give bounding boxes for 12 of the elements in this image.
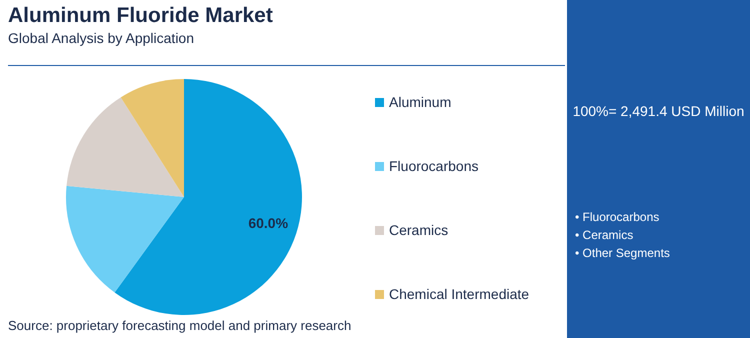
chart-subtitle: Global Analysis by Application (8, 30, 194, 46)
legend-label: Ceramics (388, 222, 448, 238)
legend-label: Fluorocarbons (388, 158, 478, 174)
text: 100%= 2,491.4 USD Million (572, 103, 746, 119)
text: • Other Segments (575, 245, 670, 262)
legend-label: Chemical Intermediate (388, 286, 530, 302)
source-note: Source: proprietary forecasting model and primary research (8, 318, 352, 333)
text: • Ceramics (575, 227, 634, 244)
legend-label: Aluminum (388, 94, 452, 110)
text: • Fluorocarbons (575, 209, 660, 226)
data-label: 60.0% (248, 215, 289, 232)
chart-title: Aluminum Fluoride Market (8, 4, 273, 28)
